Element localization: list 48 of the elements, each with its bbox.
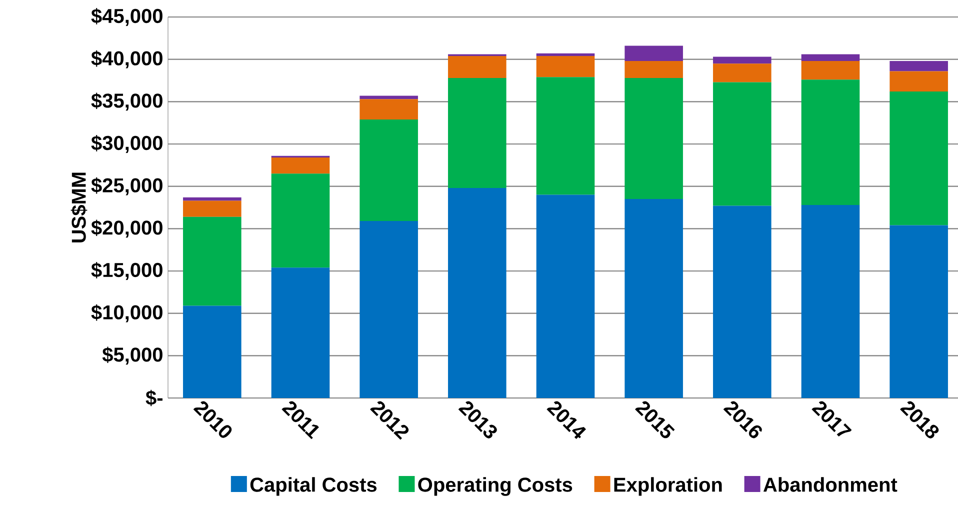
legend-label: Operating Costs xyxy=(418,477,572,496)
y-tick-label: $20,000 xyxy=(91,220,162,238)
bar xyxy=(624,46,683,62)
bar xyxy=(183,216,242,306)
y-tick-label: $40,000 xyxy=(91,50,162,68)
bar xyxy=(271,158,330,174)
bar xyxy=(271,174,330,268)
bar xyxy=(890,92,948,226)
bar xyxy=(183,306,242,398)
bar xyxy=(536,53,595,56)
bar xyxy=(536,77,595,195)
bar xyxy=(713,64,772,82)
bar xyxy=(271,268,330,398)
legend-label: Exploration xyxy=(614,477,722,496)
y-tick-label: $35,000 xyxy=(91,92,162,111)
bar xyxy=(448,56,506,78)
legend-label: Abandonment xyxy=(763,477,898,492)
legend-label: Capital Costs xyxy=(250,477,377,496)
bar xyxy=(360,99,418,120)
bar xyxy=(536,56,595,78)
bar xyxy=(360,96,418,100)
bar xyxy=(801,54,860,62)
bar xyxy=(360,221,418,398)
bar xyxy=(360,119,418,222)
bar xyxy=(713,206,772,398)
y-axis-title: US$MM xyxy=(70,172,88,242)
bar xyxy=(183,200,242,217)
bar xyxy=(713,82,772,206)
bar xyxy=(801,204,860,398)
bar xyxy=(801,80,860,205)
bar xyxy=(624,61,683,78)
bar xyxy=(713,56,772,64)
y-tick-label: $25,000 xyxy=(91,177,162,196)
bar xyxy=(448,188,506,398)
bar xyxy=(624,78,683,200)
bar xyxy=(536,194,595,398)
y-tick-label: $5,000 xyxy=(102,346,162,365)
bar xyxy=(890,61,948,72)
y-tick-label: $10,000 xyxy=(91,304,162,322)
bar xyxy=(801,61,860,80)
bar xyxy=(624,199,683,398)
y-tick-label: $45,000 xyxy=(91,8,162,26)
bar xyxy=(890,71,948,92)
bar xyxy=(890,225,948,398)
y-tick-label: $15,000 xyxy=(91,262,162,280)
y-tick-label: $30,000 xyxy=(91,135,162,153)
y-tick-label: $- xyxy=(146,390,162,406)
bar xyxy=(448,78,506,188)
